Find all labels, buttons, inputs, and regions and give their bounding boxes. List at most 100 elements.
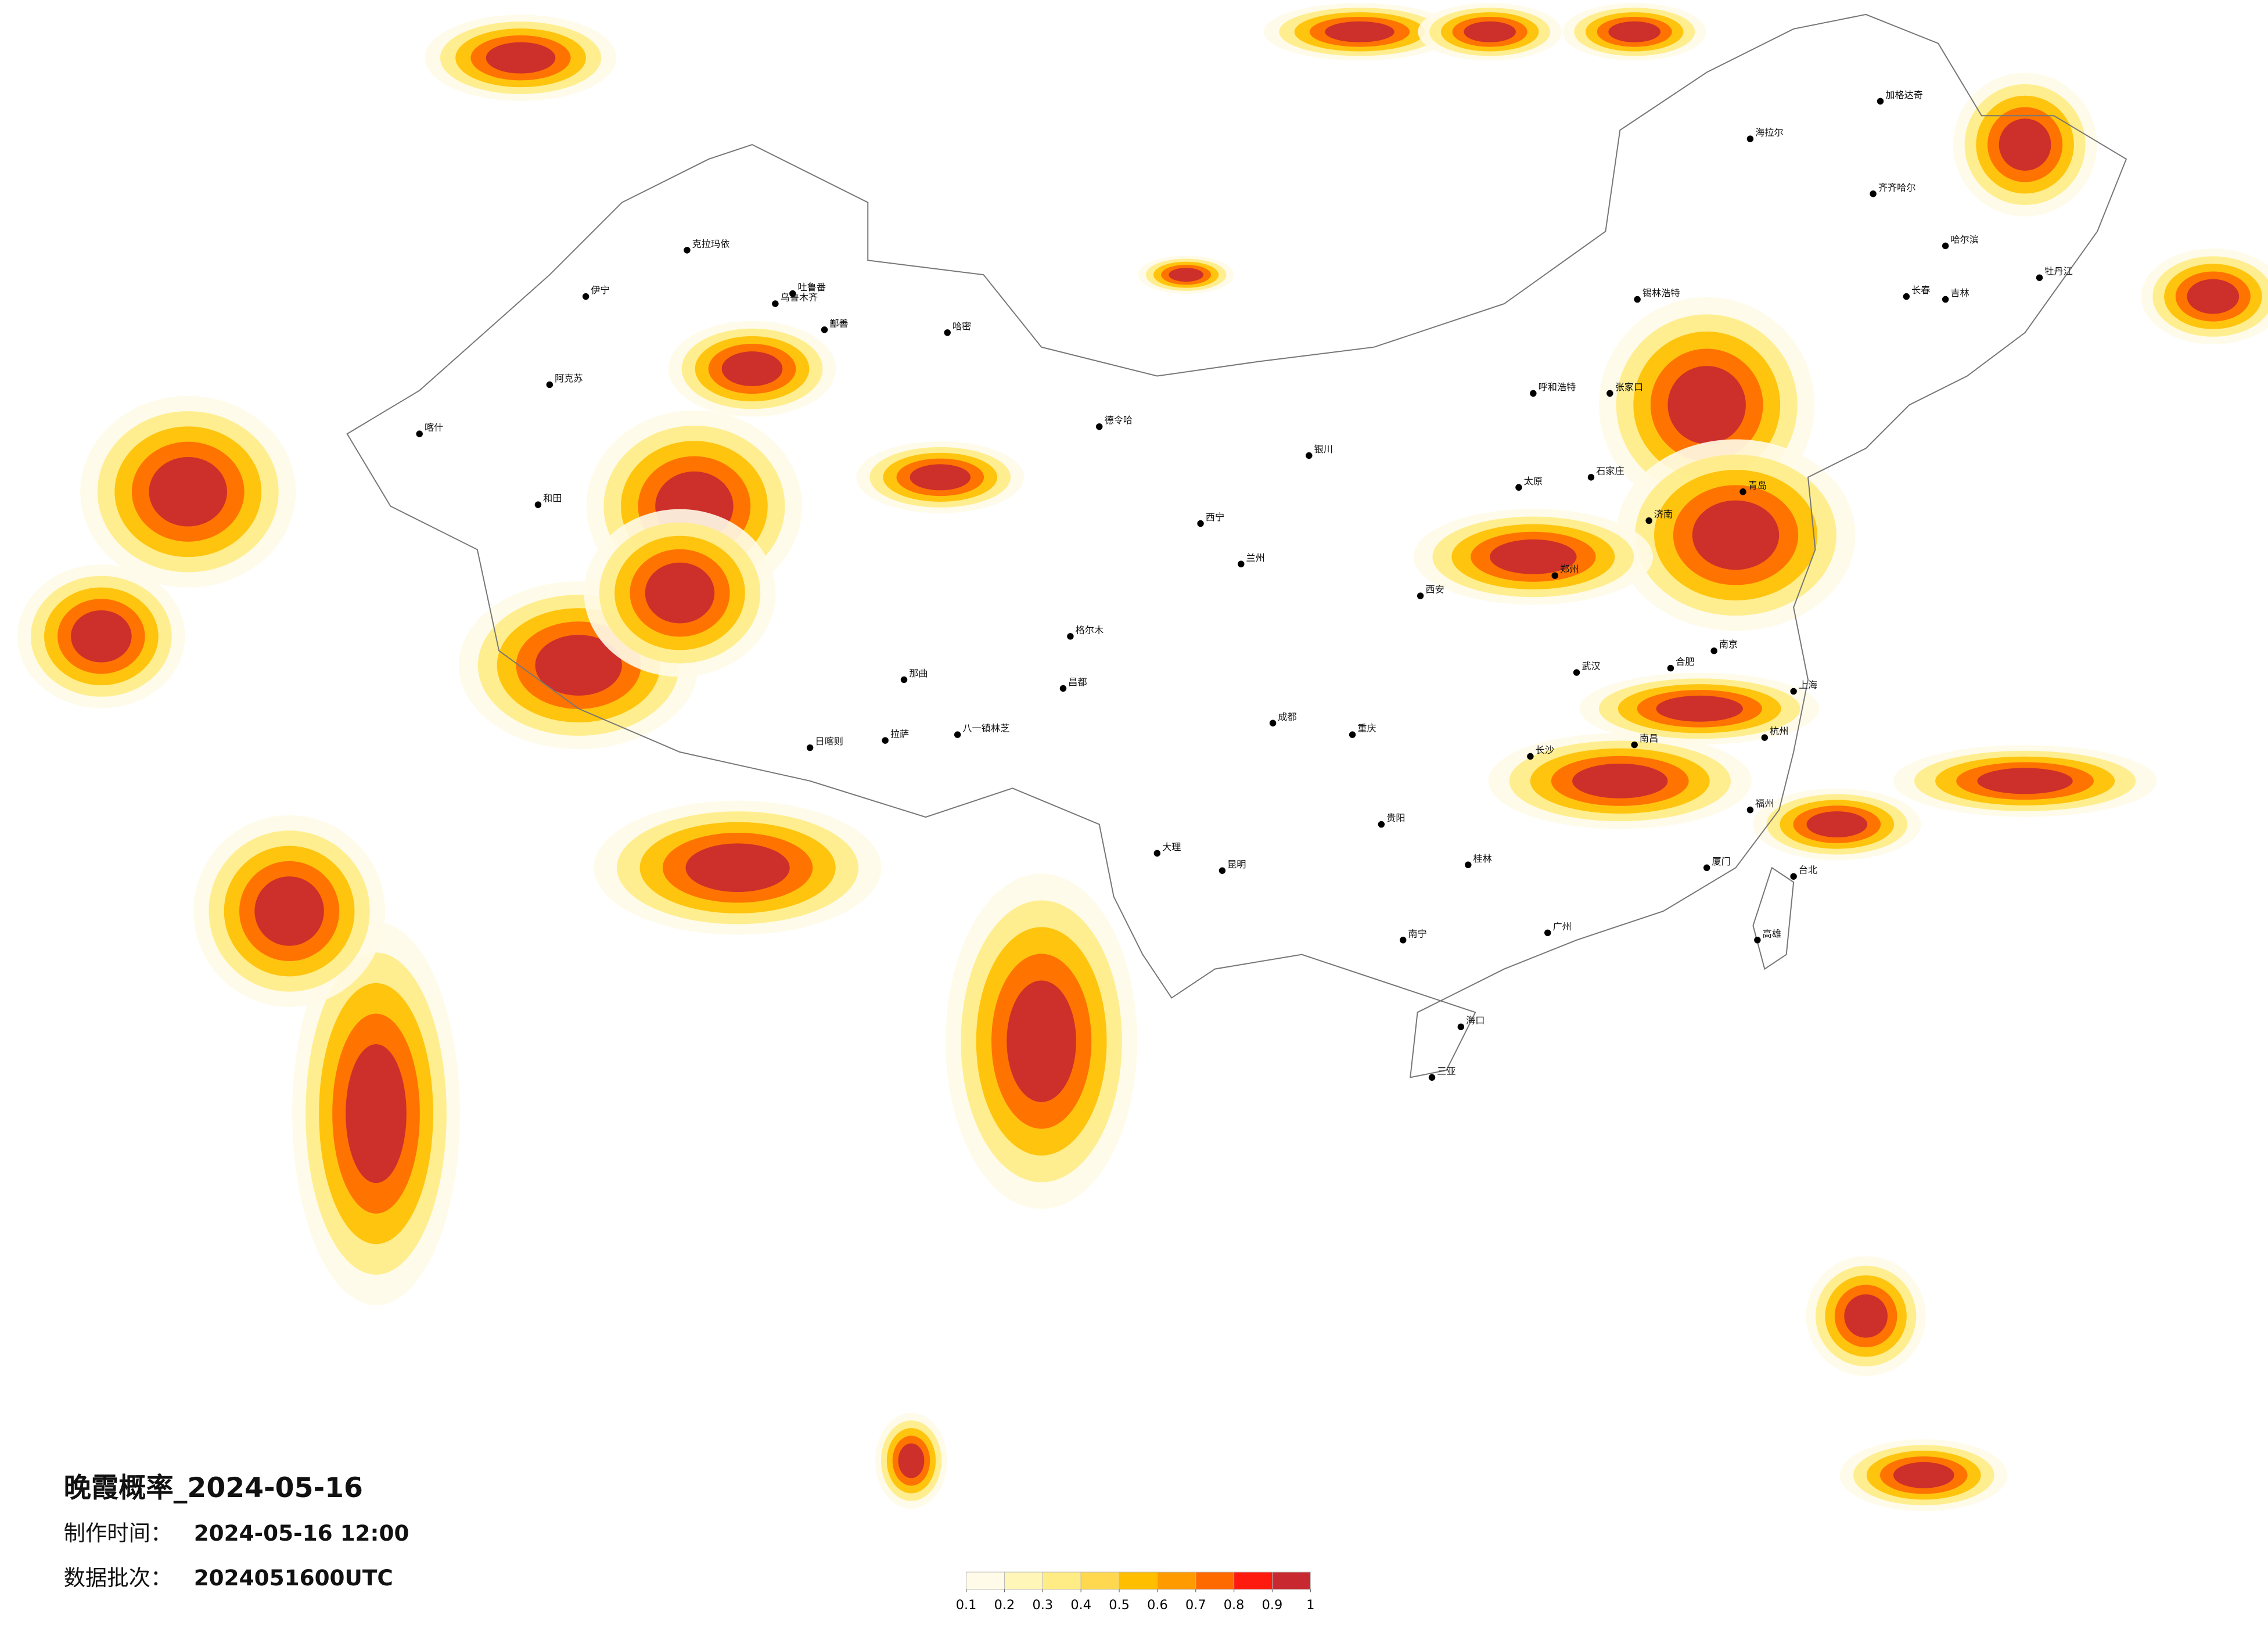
city-dot bbox=[944, 329, 951, 336]
city-label: 重庆 bbox=[1357, 723, 1376, 734]
city-dot bbox=[534, 501, 542, 508]
city-dot bbox=[1306, 452, 1313, 459]
city-dot bbox=[1942, 242, 1949, 250]
probability-area bbox=[1490, 539, 1577, 574]
city-dot bbox=[1703, 864, 1710, 871]
city-dot bbox=[1754, 937, 1761, 944]
city-dot bbox=[1942, 296, 1949, 303]
city-dot bbox=[1457, 1023, 1465, 1030]
city-dot bbox=[1399, 937, 1407, 944]
city-label: 大理 bbox=[1162, 841, 1181, 852]
city-dot bbox=[1530, 390, 1537, 397]
probability-area bbox=[535, 635, 622, 696]
city-label: 加格达奇 bbox=[1885, 89, 1923, 100]
city-label: 拉萨 bbox=[890, 729, 909, 740]
colorbar-swatch bbox=[1119, 1571, 1158, 1590]
probability-area bbox=[645, 562, 715, 624]
city-label: 长春 bbox=[1911, 285, 1930, 296]
city-label: 和田 bbox=[543, 493, 562, 504]
made-time-label: 制作时间： bbox=[64, 1520, 172, 1546]
city-dot bbox=[789, 290, 796, 297]
colorbar-tick-label: 0.4 bbox=[1070, 1598, 1091, 1613]
city-dot bbox=[1710, 647, 1717, 654]
city-dot bbox=[1746, 135, 1754, 142]
city-label: 青岛 bbox=[1748, 480, 1767, 491]
probability-area bbox=[1656, 695, 1743, 722]
city-dot bbox=[1645, 517, 1652, 524]
city-dot bbox=[1465, 861, 1472, 869]
probability-area bbox=[254, 876, 324, 946]
city-dot bbox=[1634, 296, 1641, 303]
probability-area bbox=[1464, 21, 1516, 42]
city-label: 福州 bbox=[1755, 798, 1774, 809]
probability-area bbox=[1893, 1462, 1954, 1488]
city-dot bbox=[684, 247, 691, 254]
city-dot bbox=[900, 676, 908, 684]
probability-area bbox=[486, 42, 556, 74]
city-label: 台北 bbox=[1799, 865, 1817, 876]
city-label: 厦门 bbox=[1712, 856, 1730, 867]
city-label: 杭州 bbox=[1770, 726, 1788, 737]
probability-area bbox=[2187, 279, 2240, 314]
city-dot bbox=[1515, 484, 1522, 491]
probability-area bbox=[1999, 118, 2051, 171]
country-outline bbox=[346, 13, 2127, 1078]
colorbar-tick-label: 0.7 bbox=[1185, 1598, 1206, 1613]
colorbar-tick-label: 1 bbox=[1306, 1598, 1314, 1613]
probability-area bbox=[898, 1443, 925, 1478]
city-label: 八一镇林芝 bbox=[962, 723, 1009, 734]
colorbar-swatch bbox=[1157, 1571, 1196, 1590]
colorbar-swatch bbox=[1234, 1571, 1273, 1590]
probability-field bbox=[17, 3, 2268, 1512]
city-label: 贵阳 bbox=[1386, 812, 1405, 823]
city-dot bbox=[582, 293, 590, 300]
colorbar-swatch bbox=[1042, 1571, 1081, 1590]
city-label: 格尔木 bbox=[1076, 624, 1104, 635]
city-dot bbox=[1153, 850, 1161, 857]
city-dot bbox=[1790, 873, 1797, 880]
city-label: 郑州 bbox=[1560, 564, 1579, 575]
city-dot bbox=[1527, 753, 1534, 760]
city-dot bbox=[882, 737, 889, 744]
city-label: 昌都 bbox=[1068, 677, 1087, 688]
colorbar-swatch bbox=[1080, 1571, 1120, 1590]
city-dot bbox=[1667, 664, 1674, 672]
city-label: 西宁 bbox=[1206, 512, 1224, 523]
probability-area bbox=[1572, 763, 1668, 798]
probability-area bbox=[910, 464, 971, 491]
probability-area bbox=[1169, 268, 1204, 282]
city-dot bbox=[1903, 293, 1910, 300]
probability-area bbox=[1692, 500, 1780, 570]
probability-area bbox=[685, 843, 790, 893]
city-label: 德令哈 bbox=[1104, 415, 1133, 426]
probability-area bbox=[1007, 980, 1076, 1102]
city-dot bbox=[2036, 274, 2043, 281]
probability-area bbox=[721, 351, 783, 386]
city-dot bbox=[954, 731, 961, 738]
city-label: 吐鲁番 bbox=[797, 282, 826, 293]
city-label: 南京 bbox=[1719, 639, 1738, 650]
city-label: 太原 bbox=[1524, 476, 1543, 487]
probability-area bbox=[149, 456, 227, 527]
city-dot bbox=[1573, 669, 1580, 676]
probability-area bbox=[346, 1044, 407, 1183]
probability-area bbox=[1844, 1294, 1888, 1338]
city-label: 乌鲁木齐 bbox=[781, 292, 818, 303]
city-dot bbox=[1096, 423, 1103, 430]
city-label: 长沙 bbox=[1536, 744, 1554, 756]
city-label: 南宁 bbox=[1408, 928, 1426, 939]
city-label: 广州 bbox=[1552, 921, 1571, 932]
city-label: 齐齐哈尔 bbox=[1878, 182, 1916, 193]
probability-area bbox=[1977, 768, 2073, 794]
city-dot bbox=[1870, 190, 1877, 197]
city-dot bbox=[1428, 1074, 1436, 1081]
city-label: 武汉 bbox=[1582, 661, 1600, 672]
city-label: 日喀则 bbox=[815, 736, 843, 747]
city-label: 锡林浩特 bbox=[1642, 287, 1680, 298]
city-dot bbox=[821, 326, 828, 333]
city-dot bbox=[1238, 560, 1245, 567]
probability-area bbox=[1325, 21, 1394, 42]
city-label: 南昌 bbox=[1640, 733, 1658, 744]
probability-area bbox=[71, 610, 132, 663]
